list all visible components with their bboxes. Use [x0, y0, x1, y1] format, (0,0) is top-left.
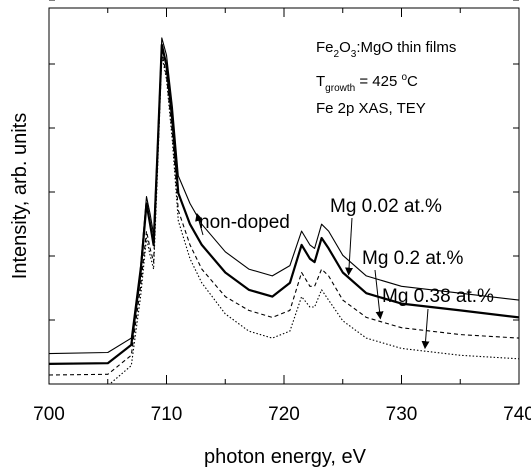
- x-axis-label: photon energy, eV: [204, 446, 367, 468]
- series-line-0: [49, 37, 519, 355]
- x-tick-labels: 700 710 720 730 740: [33, 404, 531, 425]
- plot-frame: [48, 7, 520, 385]
- series-lines: [49, 37, 519, 384]
- annotation-arrow: [195, 212, 204, 236]
- legend-line-1: Fe2O3:MgO thin films: [316, 39, 456, 60]
- x-tick-label: 720: [268, 404, 300, 425]
- x-tick-label: 700: [33, 404, 65, 425]
- x-tick-label: 710: [151, 404, 183, 425]
- annotation-mg-038: Mg 0.38 at.%: [382, 286, 494, 307]
- series-line-2: [49, 51, 519, 376]
- annotation-arrow: [374, 269, 384, 320]
- annotation-mg-02: Mg 0.2 at.%: [362, 248, 463, 269]
- legend-box: Fe2O3:MgO thin films Tgrowth = 425 oC Fe…: [316, 39, 456, 117]
- legend-line-3: Fe 2p XAS, TEY: [316, 100, 426, 117]
- annotation-arrow: [345, 217, 354, 276]
- annotation-arrows: [195, 212, 430, 350]
- series-annotations: non-doped Mg 0.02 at.% Mg 0.2 at.% Mg 0.…: [199, 196, 494, 307]
- x-tick-label: 730: [386, 404, 418, 425]
- series-line-1: [49, 43, 519, 365]
- legend-line-2: Tgrowth = 425 oC: [316, 72, 418, 94]
- annotation-arrow: [421, 308, 430, 350]
- y-axis-label: Intensity, arb. units: [9, 113, 31, 279]
- x-tick-label: 740: [503, 404, 531, 425]
- series-line-3: [108, 54, 519, 384]
- annotation-mg-002: Mg 0.02 at.%: [330, 196, 442, 217]
- axis-ticks: [48, 0, 520, 384]
- annotation-non-doped: non-doped: [199, 212, 290, 233]
